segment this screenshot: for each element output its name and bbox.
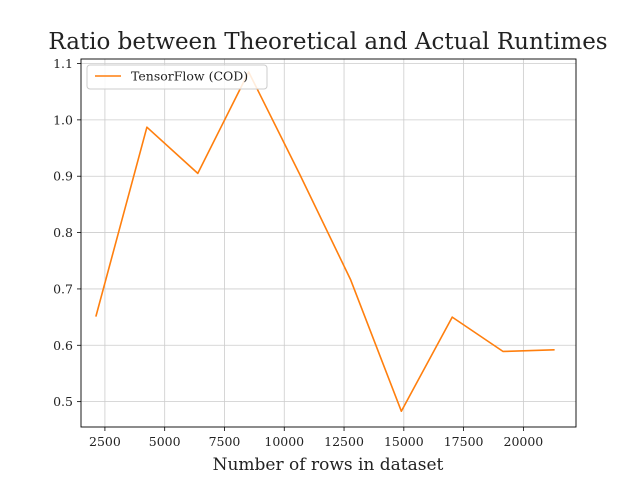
y-tick-label: 0.5	[53, 394, 73, 409]
x-tick-label: 17500	[444, 434, 484, 449]
y-tick-label: 1.1	[53, 56, 73, 71]
x-tick-label: 5000	[149, 434, 181, 449]
x-tick-label: 12500	[324, 434, 364, 449]
y-tick-label: 0.7	[53, 281, 73, 296]
x-tick-label: 15000	[384, 434, 424, 449]
legend-label-tensorflow-cod: TensorFlow (COD)	[131, 69, 248, 84]
x-tick-label: 7500	[209, 434, 241, 449]
x-tick-label: 10000	[264, 434, 304, 449]
grid-lines	[81, 59, 576, 427]
legend-box	[86, 64, 268, 90]
series-line-tensorflow-cod	[95, 71, 555, 413]
chart-title: Ratio between Theoretical and Actual Run…	[48, 29, 607, 55]
axis-ticks: 2500 5000 7500 10000 12500 15000 17500 20000 0.5…	[53, 56, 543, 449]
y-tick-label: 0.8	[53, 225, 73, 240]
y-tick-label: 1.0	[53, 112, 73, 127]
plot-area-frame	[80, 58, 577, 428]
series-layer	[95, 71, 555, 413]
y-tick-label: 0.6	[53, 338, 73, 353]
y-tick-label: 0.9	[53, 169, 73, 184]
x-tick-label: 2500	[89, 434, 121, 449]
legend: TensorFlow (COD)	[86, 64, 268, 90]
x-tick-label: 20000	[504, 434, 544, 449]
x-axis-label: Number of rows in dataset	[213, 455, 444, 475]
